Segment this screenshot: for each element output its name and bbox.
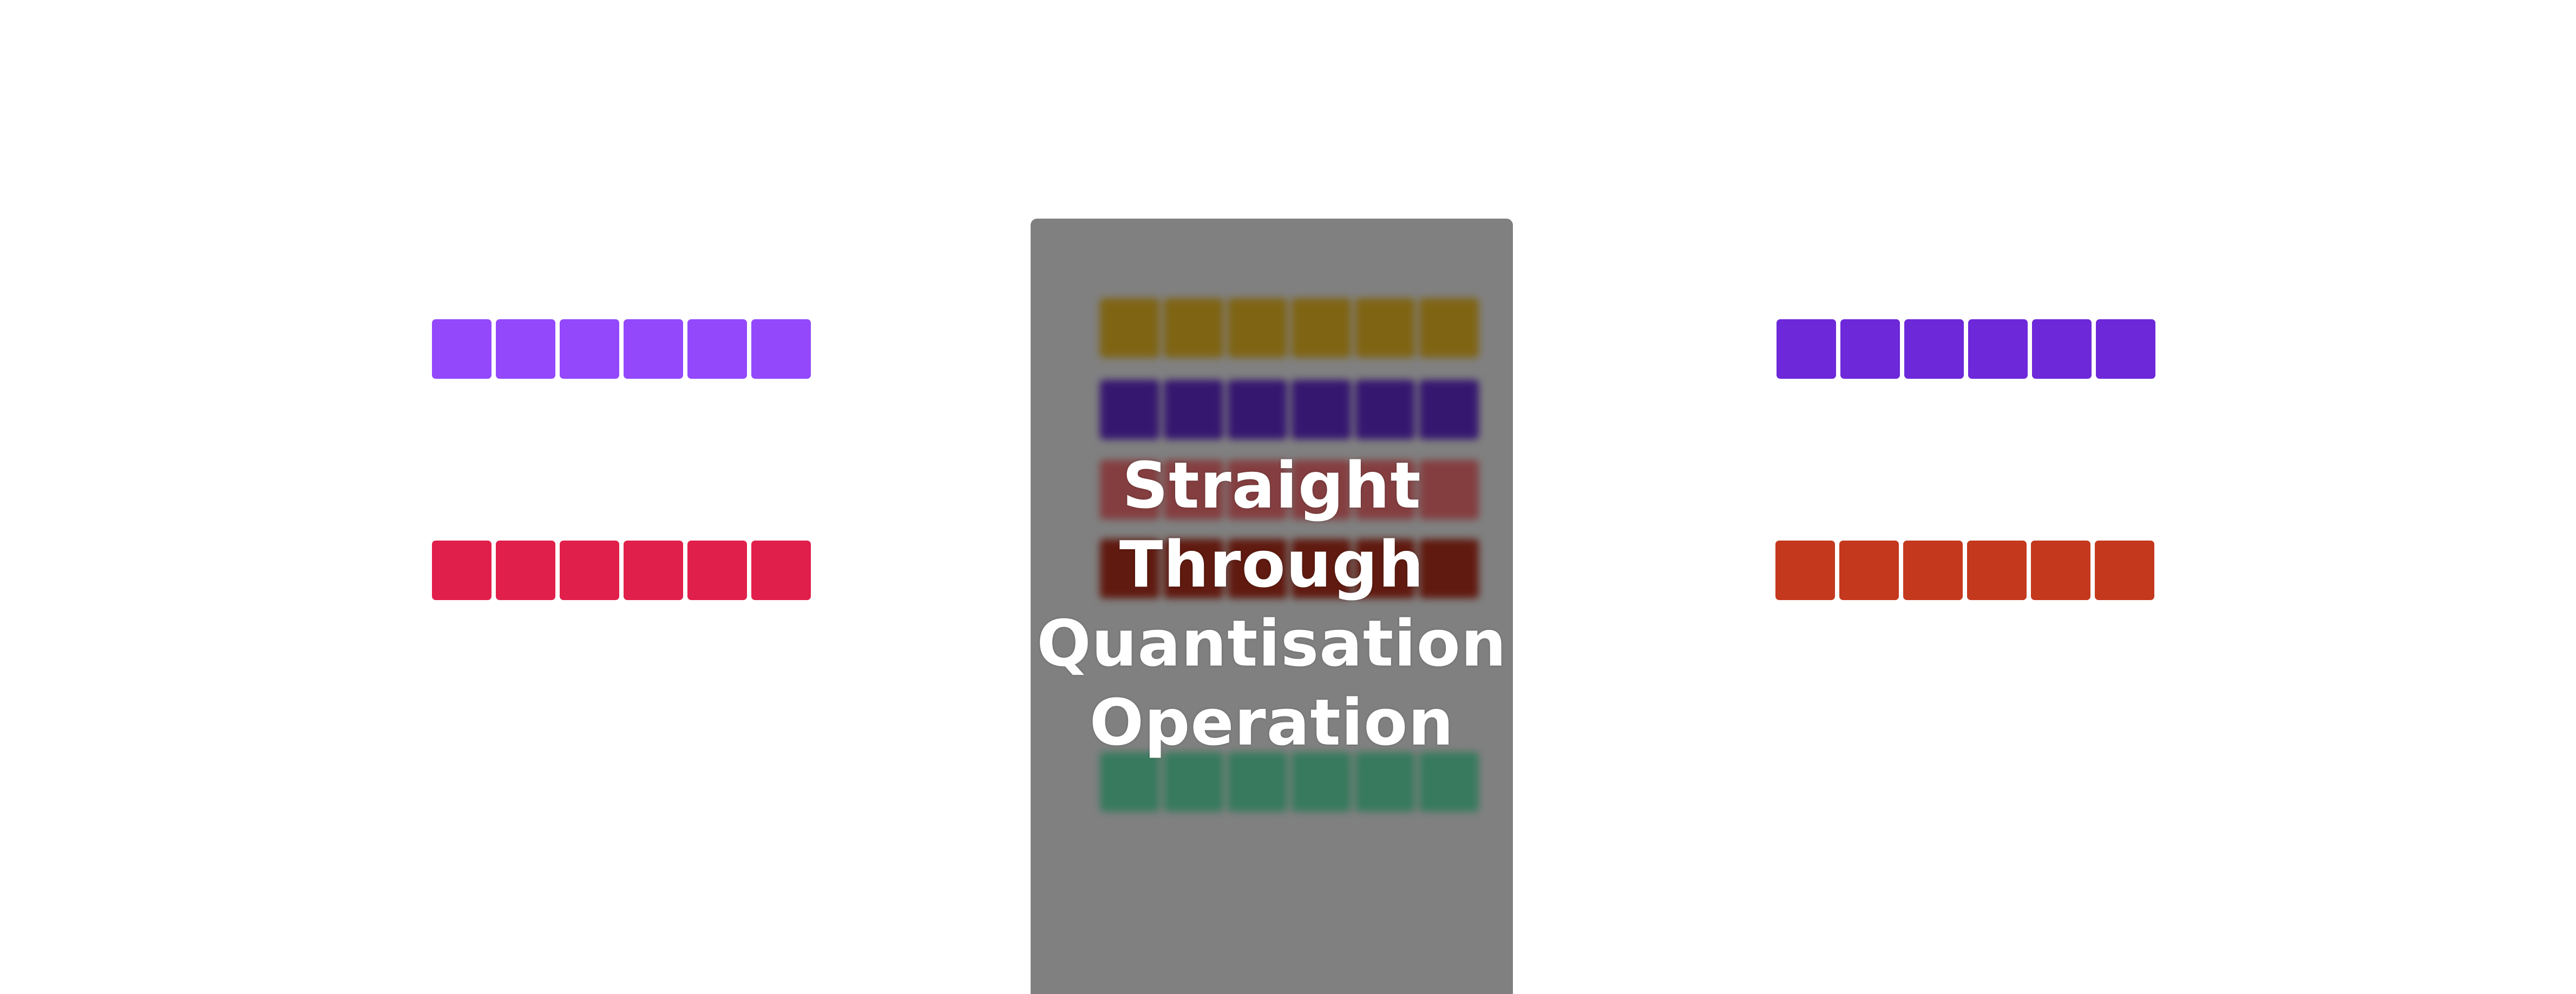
token-cell [624, 319, 683, 379]
blurred-row [1100, 298, 1479, 358]
token-cell [1419, 539, 1479, 598]
token-cell [751, 319, 811, 379]
token-cell [560, 541, 619, 600]
token-cell [1292, 380, 1351, 439]
token-cell [1967, 541, 2027, 600]
token-cell [1164, 752, 1223, 812]
token-cell [1100, 460, 1159, 519]
token-cell [1355, 380, 1415, 439]
token-cell [751, 541, 811, 600]
token-cell [1355, 539, 1415, 598]
token-cell [1839, 541, 1899, 600]
token-cell [1903, 541, 1963, 600]
token-cell [1292, 539, 1351, 598]
token-cell [1164, 298, 1223, 358]
token-cell [1164, 539, 1223, 598]
token-cell [1292, 298, 1351, 358]
token-cell [1228, 752, 1287, 812]
token-cell [1840, 319, 1900, 379]
token-cell [1100, 298, 1159, 358]
token-cell [1355, 752, 1415, 812]
blurred-content [1031, 219, 1513, 994]
token-cell [432, 319, 491, 379]
token-cell [1419, 460, 1479, 519]
panel-label-line: Quantisation [1037, 606, 1507, 681]
token-cell [1419, 380, 1479, 439]
token-cell [687, 319, 747, 379]
token-cell [2095, 541, 2154, 600]
panel-label-line: Straight [1122, 448, 1421, 523]
blurred-row [1100, 380, 1479, 439]
token-cell [1355, 460, 1415, 519]
token-cell [1228, 298, 1287, 358]
token-cell [1100, 380, 1159, 439]
panel-label: Straight Through Quantisation Operation [1031, 446, 1513, 762]
token-cell [1228, 380, 1287, 439]
panel-label-line: Operation [1089, 685, 1454, 760]
left-bottom-row [432, 541, 811, 600]
token-cell [1968, 319, 2028, 379]
token-cell [2031, 541, 2090, 600]
token-cell [1100, 539, 1159, 598]
token-cell [1228, 460, 1287, 519]
token-cell [1292, 460, 1351, 519]
token-cell [1355, 298, 1415, 358]
right-bottom-row [1775, 541, 2154, 600]
token-cell [496, 541, 555, 600]
left-top-row [432, 319, 811, 379]
token-cell [1228, 539, 1287, 598]
right-top-row [1777, 319, 2155, 379]
token-cell [1164, 460, 1223, 519]
token-cell [1419, 298, 1479, 358]
token-cell [1775, 541, 1835, 600]
panel-label-line: Through [1119, 527, 1425, 602]
token-cell [1292, 752, 1351, 812]
token-cell [432, 541, 491, 600]
blurred-row [1100, 752, 1479, 812]
blurred-row [1100, 460, 1479, 519]
token-cell [687, 541, 747, 600]
blurred-row [1100, 539, 1479, 598]
token-cell [2032, 319, 2092, 379]
token-cell [560, 319, 619, 379]
token-cell [2096, 319, 2155, 379]
token-cell [1100, 752, 1159, 812]
token-cell [496, 319, 555, 379]
token-cell [1777, 319, 1836, 379]
token-cell [1419, 752, 1479, 812]
quantisation-panel: Straight Through Quantisation Operation [1031, 219, 1513, 994]
token-cell [1164, 380, 1223, 439]
token-cell [624, 541, 683, 600]
token-cell [1904, 319, 1964, 379]
